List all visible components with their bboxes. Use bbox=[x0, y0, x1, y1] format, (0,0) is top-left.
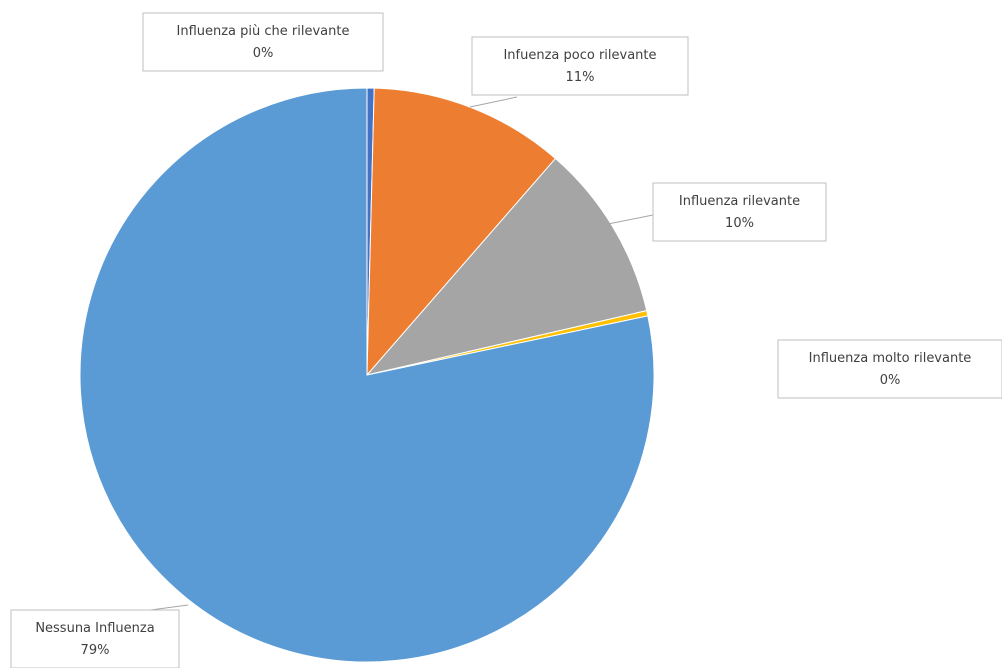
data-label-name-0: Influenza più che rilevante bbox=[177, 24, 350, 39]
data-label-name-1: Infuenza poco rilevante bbox=[503, 48, 656, 63]
data-label-box-3 bbox=[777, 339, 1002, 399]
data-label-value-2: 10% bbox=[725, 216, 754, 231]
data-label-name-3: Influenza molto rilevante bbox=[809, 351, 972, 366]
data-label-value-4: 79% bbox=[81, 643, 110, 658]
data-label-box-4 bbox=[10, 609, 180, 668]
data-label-1: Infuenza poco rilevante 11% bbox=[471, 36, 689, 96]
pie-slice-1 bbox=[366, 87, 557, 377]
pie-slices bbox=[79, 87, 655, 663]
data-label-name-2: Influenza rilevante bbox=[679, 194, 800, 209]
leader-line-2 bbox=[607, 214, 654, 225]
data-label-4: Nessuna Influenza 79% bbox=[10, 609, 180, 668]
data-label-0: Influenza più che rilevante 0% bbox=[142, 12, 384, 72]
data-label-box-0 bbox=[142, 12, 384, 72]
data-label-box-2 bbox=[652, 182, 827, 242]
data-label-name-4: Nessuna Influenza bbox=[35, 621, 154, 636]
leader-line-0 bbox=[469, 96, 518, 108]
data-label-value-0: 0% bbox=[253, 46, 274, 61]
pie-slice-2 bbox=[365, 157, 648, 376]
data-label-value-3: 0% bbox=[880, 373, 901, 388]
data-label-3: Influenza molto rilevante 0% bbox=[777, 339, 1002, 399]
data-label-box-1 bbox=[471, 36, 689, 96]
data-labels: Influenza più che rilevante 0% Infuenza po… bbox=[10, 12, 1002, 668]
pie-slice-4 bbox=[79, 87, 655, 663]
data-label-value-1: 11% bbox=[566, 70, 595, 85]
data-label-2: Influenza rilevante 10% bbox=[652, 182, 827, 242]
